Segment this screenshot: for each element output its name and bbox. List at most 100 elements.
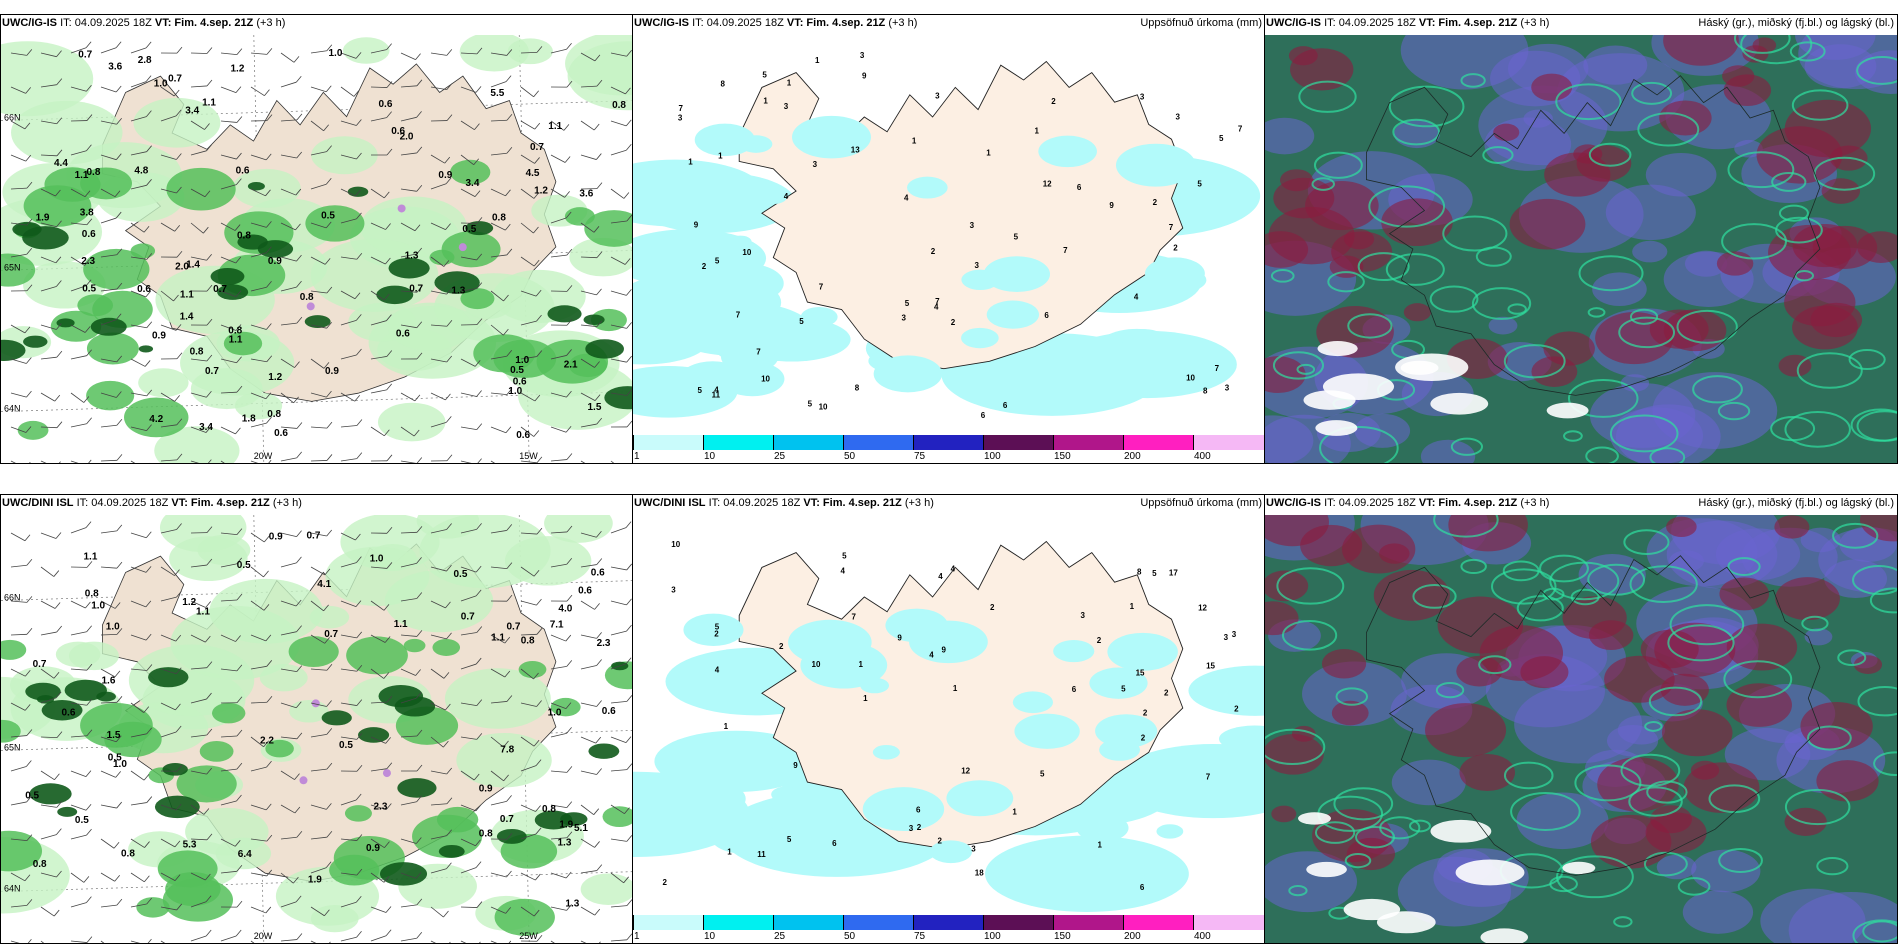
precip-value-label: 1.6	[102, 676, 116, 687]
precip-value-label: 1.0	[548, 708, 562, 719]
panel-accum-precip-top: UWC/IG-IS IT: 04.09.2025 18Z VT: Fim. 4.…	[632, 14, 1266, 464]
precip-value-label: 4	[715, 665, 720, 674]
precip-value-label: 2.3	[81, 256, 95, 267]
colorbar-label: 75	[914, 931, 926, 942]
precip-value-label: 1	[863, 694, 868, 703]
precip-value-label: 17	[1169, 569, 1178, 578]
precip-value-label: 1.2	[534, 186, 548, 197]
precip-value-label: 4	[841, 567, 846, 576]
precip-value-label: 0.5	[82, 284, 96, 295]
precip-value-label: 9	[694, 220, 699, 229]
precip-value-label: 10	[812, 660, 821, 669]
precip-value-label: 6	[1003, 401, 1008, 410]
precip-value-label: 7	[1063, 246, 1068, 255]
precip-value-label: 3.4	[466, 178, 480, 189]
precip-value-label: 4	[929, 651, 934, 660]
precip-value-label: 0.5	[237, 560, 251, 571]
precip-value-label: 5	[799, 317, 804, 326]
precip-value-label: 0.8	[87, 167, 101, 178]
precip-value-label: 3.8	[80, 208, 94, 219]
precip-value-label: 1.1	[75, 170, 89, 181]
precip-value-label: 3	[784, 102, 789, 111]
precip-value-label: 1.0	[106, 621, 120, 632]
precip-value-label: 1	[1012, 807, 1017, 816]
precip-value-label: 0.7	[307, 531, 321, 542]
precip-value-label: 2	[1173, 244, 1178, 253]
precip-value-label: 0.5	[462, 224, 476, 235]
precip-value-label: 10	[671, 540, 680, 549]
colorbar-swatch	[1123, 915, 1194, 930]
precip-value-label: 3	[971, 845, 976, 854]
precip-value-label: 0.6	[82, 229, 96, 240]
precip-value-label: 0.8	[521, 635, 535, 646]
precip-value-label: 1.3	[451, 285, 465, 296]
precip-value-label: 0.7	[168, 73, 182, 84]
colorbar-swatch	[1193, 435, 1264, 450]
precip-value-label: 4.1	[317, 579, 331, 590]
precip-value-label: 4	[714, 386, 719, 395]
colorbar-label: 10	[704, 931, 716, 942]
cloud-cover-map	[1265, 35, 1897, 463]
precip-value-label: 1.2	[182, 597, 196, 608]
panel-accum-precip-bottom: UWC/DINI ISL IT: 04.09.2025 18Z VT: Fim.…	[632, 494, 1266, 944]
precip-value-label: 0.9	[366, 843, 380, 854]
precip-value-label: 5	[715, 256, 720, 265]
precip-value-label: 2.3	[374, 802, 388, 813]
panel-clouds-top: UWC/IG-IS IT: 04.09.2025 18Z VT: Fim. 4.…	[1264, 14, 1898, 464]
precip-value-label: 2	[702, 262, 707, 271]
precip-value-label: 0.5	[321, 210, 335, 221]
precip-value-label: 2	[917, 823, 922, 832]
precip-value-label: 3	[909, 824, 914, 833]
precip-value-label: 5	[1152, 569, 1157, 578]
precip-value-label: 1	[953, 684, 958, 693]
precip-value-label: 3	[970, 221, 975, 230]
precip-value-label: 1.1	[548, 121, 562, 132]
precip-value-label: 3	[1224, 633, 1229, 642]
precip-value-label: 1.9	[308, 874, 322, 885]
precip-value-label: 5	[905, 299, 910, 308]
precip-value-label: 0.9	[152, 331, 166, 342]
precip-value-label: 1.1	[196, 607, 210, 618]
colorbar-label: 200	[1124, 931, 1141, 942]
precip-value-label: 1.0	[91, 601, 105, 612]
precip-value-label: 1	[912, 136, 917, 145]
precip-value-label: 1.1	[180, 290, 194, 301]
precip-value-label: 3	[813, 160, 818, 169]
precip-value-label: 13	[851, 146, 860, 155]
precip-value-label: 0.8	[542, 804, 556, 815]
accum-precip-map: 1221121245242121096754137211241563521710…	[633, 540, 1265, 913]
precip-value-label: 7	[852, 613, 857, 622]
precip-value-label: 6	[981, 411, 986, 420]
colorbar-swatch	[1193, 915, 1264, 930]
precip-colorbar: 1 10 25 50 75 100 150 200 400	[633, 433, 1265, 463]
precip-value-label: 0.6	[578, 586, 592, 597]
precip-value-label: 15	[1206, 661, 1215, 670]
precip-value-label: 5.3	[183, 840, 197, 851]
precip-value-label: 5	[1219, 134, 1224, 143]
precip-value-label: 2	[1051, 97, 1056, 106]
precip-value-label: 0.6	[62, 708, 76, 719]
precip-value-label: 0.6	[274, 428, 288, 439]
precip-value-label: 1.1	[84, 552, 98, 563]
colorbar-swatch	[983, 435, 1054, 450]
precip-colorbar: 1 10 25 50 75 100 150 200 400	[633, 913, 1265, 943]
colorbar-label: 1	[634, 451, 640, 462]
precip-value-label: 0.7	[324, 629, 338, 640]
panel-precip-wind-top: UWC/IG-IS IT: 04.09.2025 18Z VT: Fim. 4.…	[0, 14, 634, 464]
precip-value-label: 2	[990, 603, 995, 612]
precip-value-label: 2	[779, 642, 784, 651]
precip-value-label: 3	[975, 261, 980, 270]
precip-value-label: 0.8	[237, 231, 251, 242]
precip-value-label: 7	[1238, 125, 1243, 134]
precip-value-label: 1.0	[515, 355, 529, 366]
precip-value-label: 0.6	[602, 706, 616, 717]
precip-value-label: 1.1	[202, 98, 216, 109]
precip-value-label: 4	[938, 572, 943, 581]
precip-value-label: 0.6	[396, 328, 410, 339]
precip-value-label: 3	[935, 92, 940, 101]
precip-value-label: 2.0	[175, 261, 189, 272]
precip-value-label: 1.2	[268, 372, 282, 383]
axis-label: 25W	[519, 931, 538, 941]
precip-value-label: 1	[1098, 841, 1103, 850]
precip-value-label: 1	[787, 79, 792, 88]
